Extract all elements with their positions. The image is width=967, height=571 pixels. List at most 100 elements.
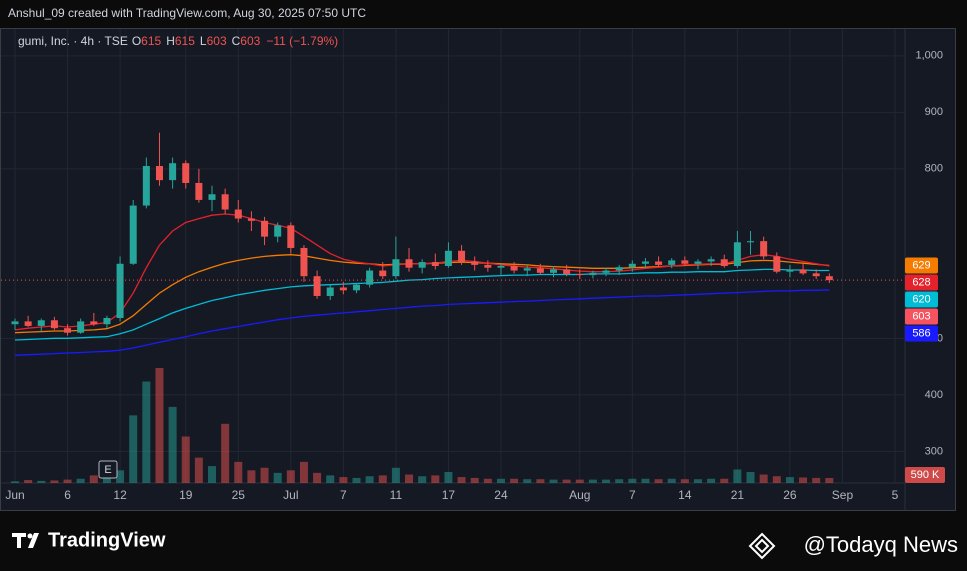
volume-bar: [785, 477, 794, 483]
candle-body: [602, 270, 610, 273]
volume-tag-label: 590 K: [911, 469, 940, 481]
candle-body: [655, 261, 663, 265]
candle-body: [563, 269, 571, 274]
volume-bar: [720, 478, 729, 483]
candle-body: [628, 263, 636, 268]
watermark-icon: [748, 532, 776, 560]
volume-bar: [339, 477, 348, 483]
candle-body: [313, 276, 321, 296]
price-tag-label: 620: [912, 293, 930, 305]
candle-body: [261, 220, 269, 237]
x-tick-label: Jun: [5, 488, 24, 502]
volume-bar: [510, 478, 519, 483]
candle-body: [208, 194, 216, 200]
candle-body: [523, 268, 531, 271]
volume-bar: [313, 472, 322, 483]
candle-body: [484, 264, 492, 268]
earnings-label: E: [104, 464, 111, 476]
candle-body: [536, 268, 544, 273]
ohlc-value: 603: [207, 34, 227, 48]
candle-body: [142, 166, 150, 206]
ohlc-key: L: [200, 34, 207, 48]
candle-body: [274, 225, 282, 237]
candle-body: [50, 320, 58, 329]
volume-bar: [615, 479, 624, 483]
candle-body: [825, 276, 833, 281]
volume-bar: [352, 477, 361, 483]
y-tick-label: 1,000: [915, 50, 943, 62]
volume-bar: [89, 475, 98, 483]
price-tag-label: 628: [912, 276, 930, 288]
candle-body: [366, 270, 374, 285]
candle-body: [812, 273, 820, 277]
volume-bar: [641, 478, 650, 483]
candle-body: [694, 261, 702, 264]
earnings-marker[interactable]: [98, 460, 118, 479]
volume-bar: [378, 475, 387, 483]
volume-bar: [260, 467, 269, 483]
volume-bar: [234, 461, 243, 483]
volume-bar: [772, 476, 781, 483]
candle-body: [707, 259, 715, 262]
x-tick-label: 25: [232, 488, 246, 502]
candle-body: [169, 163, 177, 181]
price-tag-label: 629: [912, 259, 930, 271]
candle-body: [773, 256, 781, 272]
price-tag: [905, 274, 938, 291]
volume-bar: [431, 475, 440, 483]
candle-body: [352, 284, 360, 291]
volume-bar: [693, 479, 702, 483]
candle-body: [326, 287, 334, 296]
volume-bar: [457, 477, 466, 483]
x-tick-label: Sep: [832, 488, 854, 502]
ohlc-value: 603: [240, 34, 260, 48]
x-tick-label: 24: [494, 488, 508, 502]
brand-logo: [12, 533, 39, 548]
volume-bar: [707, 478, 716, 483]
volume-bar: [194, 457, 203, 483]
candle-body: [379, 270, 387, 277]
volume-tag: [905, 467, 945, 483]
moving-average: [14, 268, 830, 341]
change: −11 (−1.79%): [266, 34, 338, 48]
price-tag: [905, 257, 938, 274]
candle-body: [458, 250, 466, 262]
candle-body: [641, 261, 649, 264]
candle-body: [681, 260, 689, 264]
volume-bar: [536, 479, 545, 483]
volume-bar: [24, 480, 33, 483]
ohlc-key: C: [232, 34, 241, 48]
candle-body: [300, 247, 308, 277]
candle-body: [103, 318, 111, 325]
candle-body: [182, 163, 190, 183]
ohlc-value: 615: [141, 34, 161, 48]
x-tick-label: 19: [179, 488, 193, 502]
volume-bar: [667, 478, 676, 483]
volume-bar: [221, 423, 230, 483]
candle-body: [444, 250, 452, 267]
volume-bar: [588, 479, 597, 483]
candle-body: [247, 218, 255, 221]
ohlc-key: H: [166, 34, 175, 48]
volume-bar: [208, 466, 217, 483]
x-tick-label: Jul: [283, 488, 298, 502]
credit: Anshul_09 created with TradingView.com, …: [8, 6, 366, 20]
volume-bar: [247, 470, 256, 483]
volume-bar: [602, 479, 611, 483]
volume-bar: [37, 480, 46, 483]
candle-body: [77, 321, 85, 333]
volume-bar: [523, 479, 532, 483]
candle-body: [431, 262, 439, 267]
volume-bar: [746, 472, 755, 483]
volume-bar: [286, 470, 295, 483]
volume-bar: [299, 461, 308, 483]
candle-body: [760, 241, 768, 257]
candle-body: [64, 328, 72, 333]
volume-bar: [391, 467, 400, 483]
candle-body: [733, 242, 741, 267]
volume-bar: [11, 481, 19, 483]
x-tick-label: 21: [731, 488, 745, 502]
x-tick-label: 26: [783, 488, 797, 502]
candle-body: [799, 269, 807, 274]
